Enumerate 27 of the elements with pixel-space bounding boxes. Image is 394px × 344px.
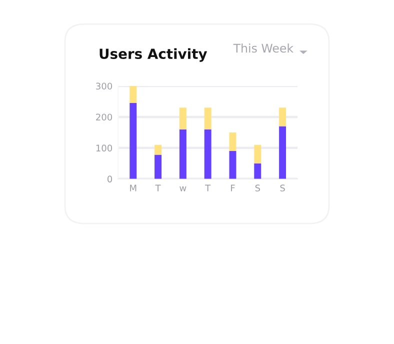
- x-tick-label: M: [130, 184, 136, 192]
- bar: [179, 108, 186, 130]
- x-tick-label: w: [180, 186, 186, 192]
- y-tick-label: 100: [96, 144, 112, 152]
- bar: [254, 163, 262, 179]
- bar: [279, 126, 286, 179]
- x-tick-label: F: [231, 184, 235, 192]
- bar: [130, 86, 137, 104]
- bar: [179, 129, 186, 179]
- bar: [229, 132, 236, 152]
- text: This Week: [233, 43, 294, 53]
- bar: [279, 108, 286, 126]
- bar: [154, 154, 162, 179]
- y-tick-label: 300: [96, 82, 112, 90]
- x-tick-label: T: [205, 184, 211, 192]
- bar: [130, 103, 137, 179]
- y-tick-label: 0: [107, 176, 112, 182]
- x-tick-label: S: [280, 184, 285, 192]
- chart-title: Users Activity: [100, 48, 208, 62]
- y-tick-label: 200: [96, 114, 112, 121]
- bar: [204, 129, 212, 179]
- bar: [229, 151, 236, 179]
- x-tick-label: T: [155, 184, 161, 192]
- bar: [204, 108, 212, 130]
- bar: [254, 144, 262, 164]
- bar: [154, 144, 162, 155]
- x-tick-label: S: [255, 184, 260, 192]
